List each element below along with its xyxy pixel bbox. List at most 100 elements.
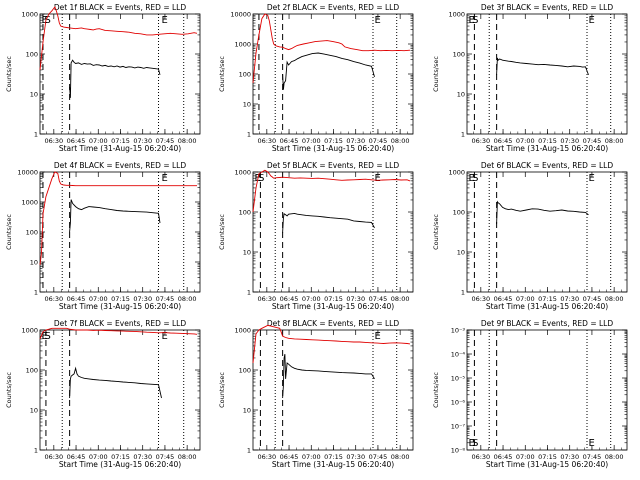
y-tick-label: 1000	[234, 41, 251, 49]
flag-E: E	[468, 173, 474, 184]
x-tick-label: 06:30	[257, 137, 276, 145]
x-axis-label: Start Time (31-Aug-15 06:20:40)	[59, 460, 181, 469]
x-tick-label: 07:45	[583, 295, 602, 303]
y-axis-label: Counts/sec	[5, 214, 13, 250]
flag-E: E	[374, 15, 380, 26]
panel-det-6f: Det 6f BLACK = Events, RED = LLD 1 10 100 10…	[432, 161, 628, 311]
x-tick-label: 07:45	[156, 453, 175, 461]
x-tick-label: 07:00	[302, 453, 321, 461]
y-axis-label: Counts/sec	[218, 214, 226, 250]
x-tick-label: 08:00	[605, 453, 624, 461]
x-tick-label: 07:30	[133, 137, 152, 145]
y-tick-label: 100	[26, 229, 38, 237]
y-tick-label: 1	[34, 289, 38, 297]
y-tick-label: 100	[239, 71, 251, 79]
x-tick-label: 07:45	[156, 137, 175, 145]
flag-E: E	[588, 438, 594, 449]
x-axis-label: Start Time (31-Aug-15 06:20:40)	[59, 302, 181, 311]
y-tick-label: 1000	[21, 199, 38, 207]
panel-title: Det 5f BLACK = Events, RED = LLD	[267, 161, 400, 170]
y-tick-label: 1	[247, 447, 251, 455]
flag-S: S	[472, 15, 478, 26]
x-tick-label: 06:30	[44, 137, 63, 145]
x-tick-label: 07:45	[583, 453, 602, 461]
x-tick-label: 06:45	[280, 137, 299, 145]
x-tick-label: 06:30	[471, 453, 490, 461]
x-tick-label: 07:15	[538, 453, 557, 461]
x-tick-label: 06:30	[44, 453, 63, 461]
x-axis-label: Start Time (31-Aug-15 06:20:40)	[486, 144, 608, 153]
y-tick-label: 100	[26, 367, 38, 375]
x-tick-label: 06:30	[471, 295, 490, 303]
flag-E: E	[374, 173, 380, 184]
flag-E: E	[468, 438, 474, 449]
y-tick-label: 10000	[230, 11, 251, 19]
x-tick-label: 07:30	[560, 453, 579, 461]
x-tick-label: 07:15	[111, 453, 130, 461]
x-tick-label: 08:00	[178, 137, 197, 145]
series-events	[282, 354, 375, 399]
x-tick-label: 06:45	[494, 453, 513, 461]
x-tick-label: 06:45	[67, 295, 86, 303]
y-axis-label: Counts/sec	[5, 56, 13, 92]
x-tick-label: 06:45	[494, 137, 513, 145]
flag-S: S	[472, 173, 478, 184]
x-tick-label: 07:00	[516, 453, 535, 461]
x-tick-label: 07:15	[324, 453, 343, 461]
x-tick-label: 07:00	[516, 137, 535, 145]
flag-E: E	[588, 173, 594, 184]
x-axis-label: Start Time (31-Aug-15 06:20:40)	[486, 460, 608, 469]
panel-det-3f: Det 3f BLACK = Events, RED = LLD 1 10 100 10…	[432, 3, 628, 153]
x-axis-label: Start Time (31-Aug-15 06:20:40)	[272, 144, 394, 153]
y-tick-label: 1	[34, 131, 38, 139]
y-axis-label: Counts/sec	[5, 372, 13, 408]
series-events	[69, 199, 161, 233]
series-events	[496, 200, 589, 225]
x-tick-label: 08:00	[391, 137, 410, 145]
x-tick-label: 07:30	[346, 137, 365, 145]
x-tick-label: 07:30	[560, 295, 579, 303]
y-tick-label: 10⁻⁸	[451, 447, 466, 455]
plot-frame	[466, 13, 628, 135]
x-tick-label: 07:15	[324, 137, 343, 145]
x-tick-label: 07:00	[516, 295, 535, 303]
x-tick-label: 07:45	[156, 295, 175, 303]
plot-frame	[252, 171, 414, 293]
y-tick-label: 10	[457, 91, 465, 99]
series-events	[282, 212, 375, 233]
x-tick-label: 06:30	[471, 137, 490, 145]
panel-det-4f: Det 4f BLACK = Events, RED = LLD 1 10 100 10…	[5, 161, 201, 311]
x-tick-label: 06:45	[280, 295, 299, 303]
y-tick-label: 10	[30, 91, 38, 99]
y-tick-label: 100	[453, 209, 465, 217]
y-tick-label: 10	[457, 249, 465, 257]
x-tick-label: 07:45	[583, 137, 602, 145]
flag-E: E	[161, 15, 167, 26]
flag-E: E	[374, 331, 380, 342]
plot-frame	[466, 171, 628, 293]
x-tick-label: 07:00	[89, 137, 108, 145]
y-tick-label: 10⁻⁴	[451, 351, 466, 359]
series-events	[69, 59, 161, 98]
y-tick-label: 1	[461, 131, 465, 139]
y-tick-label: 10	[243, 249, 251, 257]
panel-title: Det 6f BLACK = Events, RED = LLD	[481, 161, 614, 170]
x-tick-label: 06:30	[257, 295, 276, 303]
panel-title: Det 8f BLACK = Events, RED = LLD	[267, 319, 400, 328]
y-tick-label: 100	[239, 209, 251, 217]
y-tick-label: 1000	[21, 11, 38, 19]
x-tick-label: 06:45	[67, 453, 86, 461]
y-axis-label: Counts/sec	[432, 56, 440, 92]
x-tick-label: 08:00	[178, 295, 197, 303]
series-events	[496, 57, 589, 76]
series-lld	[39, 171, 197, 265]
x-tick-label: 06:30	[257, 453, 276, 461]
x-tick-label: 08:00	[391, 295, 410, 303]
flag-E: E	[161, 173, 167, 184]
x-tick-label: 08:00	[391, 453, 410, 461]
y-tick-label: 10	[243, 101, 251, 109]
x-tick-label: 07:30	[133, 295, 152, 303]
y-tick-label: 1000	[21, 327, 38, 335]
x-tick-label: 07:30	[346, 295, 365, 303]
